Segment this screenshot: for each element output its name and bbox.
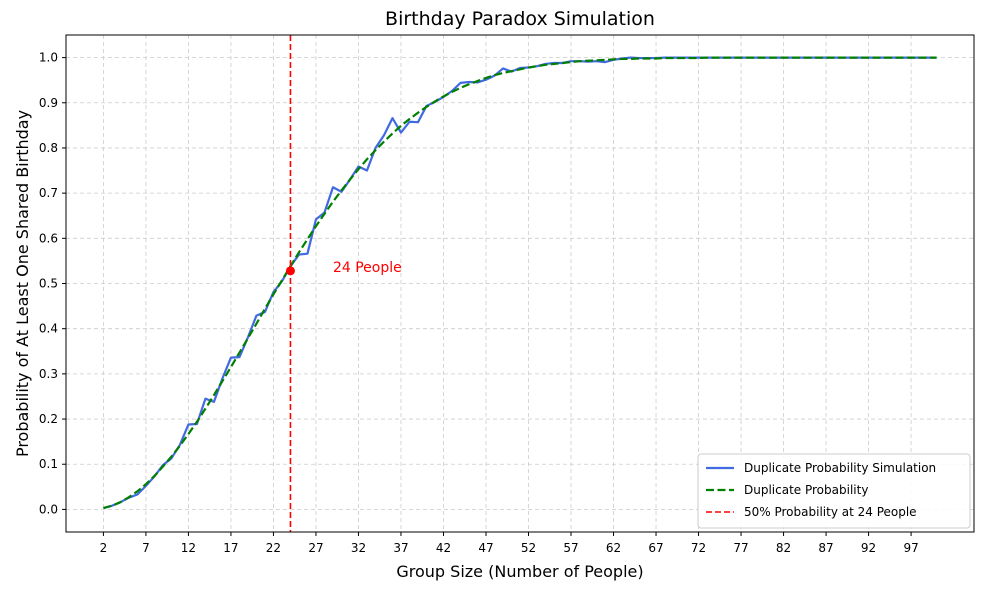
legend-entry-fifty-percent: 50% Probability at 24 People: [706, 505, 917, 519]
x-tick-label: 92: [861, 541, 876, 555]
x-tick-label: 62: [606, 541, 621, 555]
x-tick-label: 57: [563, 541, 578, 555]
y-tick-label: 0.4: [39, 322, 58, 336]
x-tick-label: 27: [308, 541, 323, 555]
x-tick-label: 77: [733, 541, 748, 555]
annotation-24-people: 24 People: [333, 260, 402, 276]
x-tick-label: 12: [181, 541, 196, 555]
x-axis-label: Group Size (Number of People): [396, 562, 643, 581]
x-tick-label: 37: [393, 541, 408, 555]
x-tick-label: 17: [223, 541, 238, 555]
legend-label: Duplicate Probability: [744, 483, 868, 497]
x-axis-ticks: 2 7 12 17 22 27 32 37 42 47 52 57 62 67 72 77 82 87 92 97: [100, 532, 919, 555]
x-tick-label: 67: [648, 541, 663, 555]
x-tick-label: 52: [521, 541, 536, 555]
legend-entry-theoretical: Duplicate Probability: [706, 483, 868, 497]
x-tick-label: 72: [691, 541, 706, 555]
x-tick-label: 32: [351, 541, 366, 555]
chart-title: Birthday Paradox Simulation: [385, 8, 655, 30]
plot-area: [103, 35, 937, 532]
y-axis-label: Probability of At Least One Shared Birth…: [13, 110, 32, 457]
x-tick-label: 22: [266, 541, 281, 555]
legend-box: [697, 453, 971, 529]
x-tick-label: 47: [478, 541, 493, 555]
y-tick-label: 0.2: [39, 412, 58, 426]
legend: Duplicate Probability Simulation Duplicat…: [697, 453, 971, 529]
legend-label: Duplicate Probability Simulation: [744, 461, 936, 475]
x-tick-label: 7: [142, 541, 150, 555]
x-tick-label: 42: [436, 541, 451, 555]
y-tick-label: 0.7: [39, 186, 58, 200]
x-tick-label: 82: [776, 541, 791, 555]
y-tick-label: 0.3: [39, 367, 58, 381]
legend-label: 50% Probability at 24 People: [744, 505, 917, 519]
x-tick-label: 2: [100, 541, 108, 555]
y-tick-label: 0.9: [39, 96, 58, 110]
y-tick-label: 0.6: [39, 231, 58, 245]
theoretical-series-line: [103, 56, 937, 510]
y-tick-label: 0.5: [39, 277, 58, 291]
y-tick-label: 1.0: [39, 51, 58, 65]
y-tick-label: 0.1: [39, 457, 58, 471]
legend-entry-simulation: Duplicate Probability Simulation: [706, 461, 936, 475]
fifty-percent-marker: [285, 266, 295, 276]
y-tick-label: 0.8: [39, 141, 58, 155]
x-tick-label: 87: [818, 541, 833, 555]
x-tick-label: 97: [903, 541, 918, 555]
y-tick-label: 0.0: [39, 502, 58, 516]
y-axis-ticks: 0.0 0.1 0.2 0.3 0.4 0.5 0.6 0.7 0.8 0.9 1.0: [39, 51, 66, 516]
